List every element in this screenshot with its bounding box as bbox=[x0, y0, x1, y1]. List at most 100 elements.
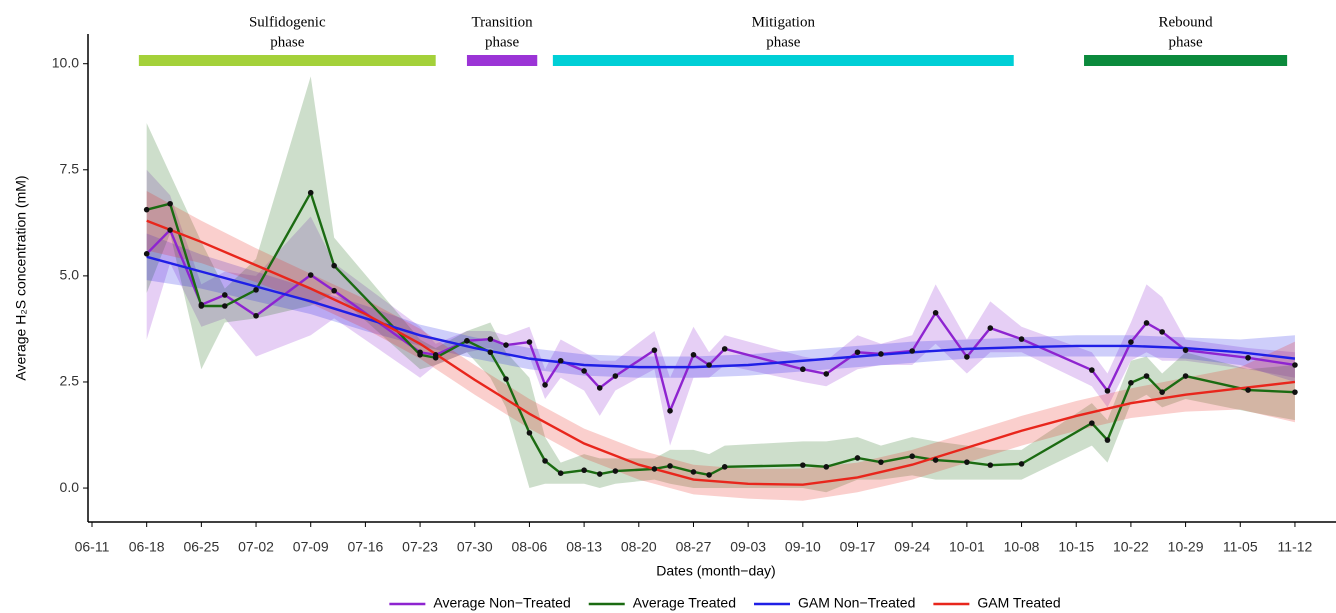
phase-bar bbox=[1084, 55, 1288, 66]
data-point bbox=[1182, 347, 1189, 353]
data-point bbox=[1018, 461, 1025, 467]
data-point bbox=[526, 430, 533, 436]
data-point bbox=[667, 463, 673, 469]
x-tick-label: 08-20 bbox=[621, 539, 657, 555]
data-point bbox=[706, 362, 712, 368]
phase-bar bbox=[138, 55, 436, 66]
data-point bbox=[307, 189, 314, 196]
x-tick-label: 08-06 bbox=[512, 539, 548, 555]
data-point bbox=[1245, 387, 1251, 393]
x-tick-label: 08-13 bbox=[566, 539, 602, 555]
data-point bbox=[651, 347, 658, 353]
data-point bbox=[581, 368, 587, 374]
data-point bbox=[612, 373, 619, 379]
data-point bbox=[417, 352, 423, 358]
y-tick-label: 7.5 bbox=[60, 160, 80, 176]
data-point bbox=[964, 459, 970, 465]
data-point bbox=[667, 408, 673, 414]
data-point bbox=[800, 366, 806, 373]
data-point bbox=[690, 352, 697, 358]
x-tick-label: 10-08 bbox=[1004, 539, 1040, 555]
data-point bbox=[253, 312, 259, 319]
confidence-band bbox=[146, 169, 1295, 446]
data-point bbox=[221, 292, 228, 298]
series-line bbox=[146, 219, 1296, 486]
x-tick-label: 10-29 bbox=[1168, 539, 1204, 555]
legend-label: GAM Non−Treated bbox=[798, 595, 915, 611]
data-point bbox=[221, 303, 228, 309]
data-point bbox=[1104, 388, 1111, 394]
phase-label: phase bbox=[1169, 34, 1203, 50]
data-point bbox=[878, 351, 884, 357]
data-point bbox=[307, 272, 314, 278]
x-tick-label: 07-23 bbox=[402, 539, 438, 555]
data-point bbox=[1245, 354, 1251, 361]
data-point bbox=[1159, 329, 1165, 335]
data-point bbox=[823, 371, 830, 377]
data-point bbox=[1292, 362, 1298, 368]
phase-label: Rebound bbox=[1158, 14, 1213, 30]
x-tick-label: 07-02 bbox=[238, 539, 274, 555]
data-point bbox=[987, 462, 994, 468]
x-tick-label: 11-05 bbox=[1223, 539, 1258, 555]
data-point bbox=[1159, 389, 1165, 395]
phase-bar bbox=[552, 55, 1014, 66]
series-line bbox=[146, 189, 1295, 477]
data-point bbox=[557, 357, 564, 364]
data-point bbox=[198, 303, 205, 309]
data-point bbox=[612, 468, 619, 474]
data-point bbox=[331, 287, 337, 294]
data-point bbox=[167, 200, 173, 207]
x-tick-label: 09-03 bbox=[730, 539, 766, 555]
data-point bbox=[542, 382, 548, 388]
data-point bbox=[542, 458, 548, 464]
data-point bbox=[909, 348, 915, 354]
x-tick-label: 08-27 bbox=[676, 539, 712, 555]
data-point bbox=[854, 349, 861, 356]
data-point bbox=[932, 309, 939, 316]
phase-bar bbox=[466, 55, 538, 66]
confidence-band bbox=[146, 191, 1295, 501]
data-point bbox=[1143, 320, 1150, 326]
data-point bbox=[721, 464, 728, 470]
legend-label: Average Treated bbox=[633, 595, 736, 611]
data-point bbox=[1182, 373, 1189, 379]
data-point bbox=[526, 339, 533, 345]
y-axis-label: Average H₂S concentration (mM) bbox=[13, 175, 29, 380]
data-point bbox=[1292, 389, 1298, 395]
data-point bbox=[823, 464, 830, 470]
data-point bbox=[909, 453, 915, 460]
legend-label: Average Non−Treated bbox=[433, 595, 570, 611]
data-point bbox=[706, 472, 712, 478]
x-tick-label: 07-30 bbox=[457, 539, 493, 555]
x-tick-label: 11-12 bbox=[1278, 539, 1313, 555]
y-tick-label: 0.0 bbox=[60, 479, 80, 495]
data-point bbox=[932, 457, 939, 463]
x-tick-label: 07-16 bbox=[347, 539, 383, 555]
phase-label: Sulfidogenic bbox=[249, 14, 326, 30]
data-point bbox=[1128, 380, 1134, 386]
data-point bbox=[690, 469, 697, 475]
confidence-band bbox=[146, 233, 1295, 382]
data-point bbox=[800, 462, 806, 468]
x-tick-label: 10-22 bbox=[1113, 539, 1149, 555]
y-tick-label: 2.5 bbox=[60, 373, 80, 389]
data-point bbox=[167, 227, 173, 233]
data-point bbox=[964, 354, 970, 360]
data-point bbox=[1089, 420, 1095, 426]
x-tick-label: 09-24 bbox=[894, 539, 930, 555]
phase-label: Mitigation bbox=[752, 14, 816, 30]
data-point bbox=[1018, 336, 1025, 342]
data-point bbox=[557, 470, 564, 477]
x-tick-label: 10-15 bbox=[1058, 539, 1094, 555]
phase-label: phase bbox=[485, 34, 519, 50]
data-point bbox=[596, 471, 603, 477]
y-tick-label: 10.0 bbox=[52, 54, 79, 70]
data-point bbox=[503, 342, 509, 348]
data-point bbox=[596, 385, 603, 391]
data-point bbox=[331, 262, 337, 269]
data-point bbox=[1104, 437, 1111, 443]
x-tick-label: 09-10 bbox=[785, 539, 821, 555]
data-point bbox=[143, 206, 150, 213]
